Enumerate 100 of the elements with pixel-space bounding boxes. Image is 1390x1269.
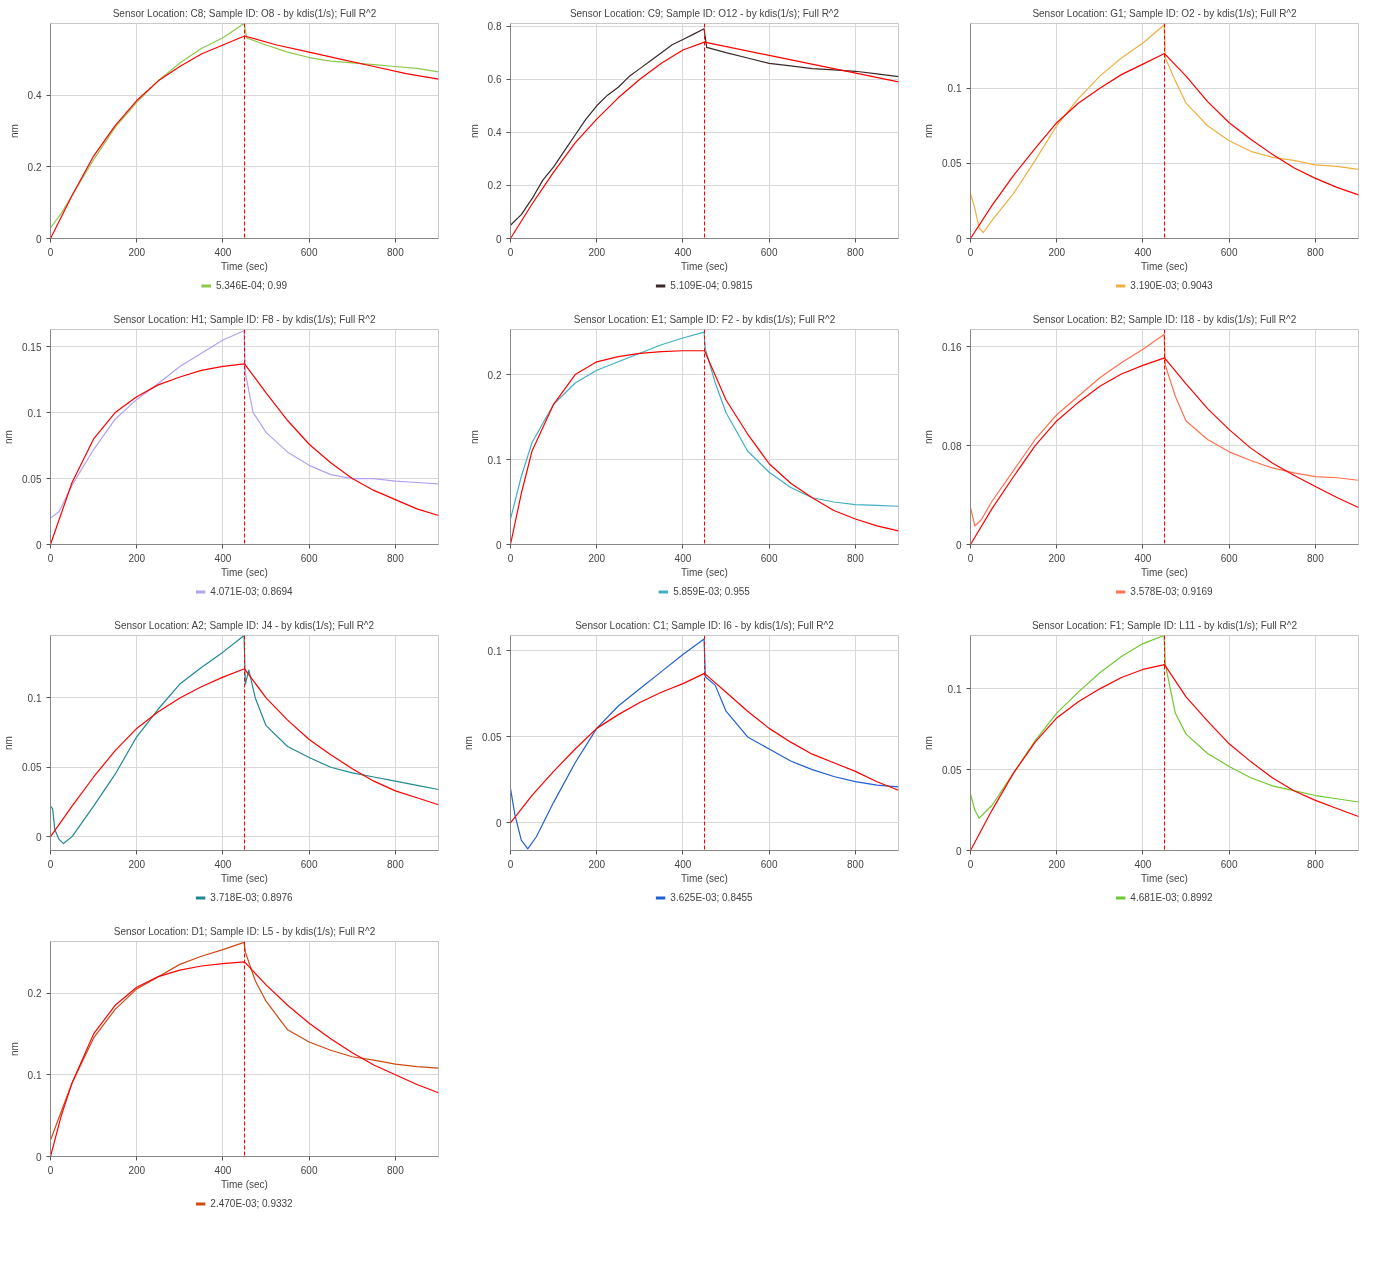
legend-label: 3.718E-03; 0.8976	[210, 891, 293, 903]
x-tick-label: 0	[507, 246, 514, 258]
x-tick-label: 800	[847, 858, 865, 870]
line-series	[970, 333, 1359, 527]
y-tick-label: 0	[955, 539, 962, 551]
y-tick-label: 0.1	[27, 407, 42, 419]
x-tick-label: 200	[128, 246, 146, 258]
y-axis-title: nm	[923, 736, 935, 750]
x-tick-label: 400	[1134, 552, 1152, 564]
chart-title: Sensor Location: A2; Sample ID: J4 - by kdis(1/s); Full R^2	[114, 619, 375, 631]
chart-title: Sensor Location: E1; Sample ID: F2 - by kdis(1/s); Full R^2	[573, 313, 836, 325]
y-axis-title: nm	[8, 124, 20, 138]
line-series	[970, 24, 1359, 234]
x-tick-label: 800	[387, 858, 405, 870]
x-tick-label: 600	[760, 246, 778, 258]
y-axis-title: nm	[3, 736, 15, 750]
legend-label: 5.346E-04; 0.99	[215, 279, 288, 291]
x-tick-label: 600	[1220, 246, 1238, 258]
line-series	[510, 638, 899, 850]
y-tick-label: 0.05	[22, 473, 42, 485]
x-tick-label: 800	[1307, 858, 1325, 870]
x-tick-label: 400	[1134, 246, 1152, 258]
y-tick-label: 0.1	[27, 692, 42, 704]
legend-label: 3.578E-03; 0.9169	[1130, 585, 1213, 597]
y-tick-label: 0	[955, 233, 962, 245]
y-axis-title: nm	[468, 124, 480, 138]
y-axis-title: nm	[8, 1042, 20, 1056]
x-tick-label: 400	[214, 552, 232, 564]
legend-label: 4.681E-03; 0.8992	[1130, 891, 1213, 903]
x-axis-title: Time (sec)	[221, 260, 268, 272]
x-tick-label: 400	[674, 246, 692, 258]
y-tick-label: 0	[35, 1151, 42, 1163]
y-tick-label: 0.2	[487, 369, 502, 381]
y-tick-label: 0	[495, 539, 502, 551]
legend-label: 4.071E-03; 0.8694	[210, 585, 293, 597]
x-tick-label: 800	[1307, 552, 1325, 564]
chart-title: Sensor Location: C9; Sample ID: O12 - by kdis(1/s); Full R^2	[569, 7, 840, 19]
x-tick-label: 600	[760, 552, 778, 564]
y-tick-label: 0	[955, 845, 962, 857]
x-tick-label: 800	[387, 246, 405, 258]
y-tick-label: 0.1	[487, 645, 502, 657]
x-tick-label: 0	[47, 246, 54, 258]
y-tick-label: 0.08	[942, 440, 962, 452]
legend-label: 5.109E-04; 0.9815	[670, 279, 753, 291]
chart-title: Sensor Location: G1; Sample ID: O2 - by kdis(1/s); Full R^2	[1032, 7, 1298, 19]
x-tick-label: 400	[214, 1164, 232, 1176]
y-tick-label: 0.8	[487, 21, 502, 33]
line-series	[50, 941, 439, 1141]
x-tick-label: 0	[47, 858, 54, 870]
x-tick-label: 400	[214, 246, 232, 258]
y-tick-label: 0.2	[27, 161, 42, 173]
y-tick-label: 0.15	[22, 341, 42, 353]
x-tick-label: 200	[588, 858, 606, 870]
y-axis-title: nm	[3, 430, 15, 444]
chart-title: Sensor Location: B2; Sample ID: I18 - by kdis(1/s); Full R^2	[1032, 313, 1297, 325]
chart-title: Sensor Location: H1; Sample ID: F8 - by kdis(1/s); Full R^2	[113, 313, 376, 325]
y-tick-label: 0.1	[947, 83, 962, 95]
chart-title: Sensor Location: D1; Sample ID: L5 - by kdis(1/s); Full R^2	[113, 925, 376, 937]
x-tick-label: 600	[300, 246, 318, 258]
y-tick-label: 0.6	[487, 74, 502, 86]
legend-label: 2.470E-03; 0.9332	[210, 1197, 293, 1209]
x-tick-label: 200	[1048, 246, 1066, 258]
line-series	[510, 331, 899, 520]
x-axis-title: Time (sec)	[681, 260, 728, 272]
line-series	[970, 635, 1359, 819]
x-tick-label: 400	[214, 858, 232, 870]
x-tick-label: 800	[387, 552, 405, 564]
x-tick-label: 600	[300, 1164, 318, 1176]
x-tick-label: 200	[128, 552, 146, 564]
x-tick-label: 200	[1048, 552, 1066, 564]
x-axis-title: Time (sec)	[221, 872, 268, 884]
x-axis-title: Time (sec)	[681, 872, 728, 884]
legend-label: 5.859E-03; 0.955	[673, 585, 750, 597]
x-tick-label: 0	[47, 552, 54, 564]
y-tick-label: 0.16	[942, 341, 962, 353]
legend-label: 3.190E-03; 0.9043	[1130, 279, 1213, 291]
x-tick-label: 0	[507, 552, 514, 564]
x-tick-label: 200	[588, 552, 606, 564]
y-tick-label: 0.2	[487, 180, 502, 192]
y-tick-label: 0.2	[27, 988, 42, 999]
x-tick-label: 800	[847, 246, 865, 258]
x-tick-label: 200	[128, 858, 146, 870]
y-tick-label: 0	[35, 831, 42, 843]
x-tick-label: 600	[300, 552, 318, 564]
y-tick-label: 0.4	[487, 127, 502, 139]
x-tick-label: 0	[967, 858, 974, 870]
x-tick-label: 800	[847, 552, 865, 564]
x-tick-label: 400	[1134, 858, 1152, 870]
y-axis-title: nm	[923, 430, 935, 444]
y-tick-label: 0	[495, 233, 502, 245]
x-axis-title: Time (sec)	[1141, 872, 1188, 884]
chart-title: Sensor Location: F1; Sample ID: L11 - by kdis(1/s); Full R^2	[1031, 619, 1298, 631]
y-tick-label: 0	[35, 233, 42, 245]
x-tick-label: 600	[1220, 552, 1238, 564]
y-tick-label: 0.1	[487, 454, 502, 466]
y-tick-label: 0	[35, 539, 42, 551]
x-axis-title: Time (sec)	[1141, 566, 1188, 578]
x-tick-label: 800	[387, 1164, 405, 1176]
y-axis-title: nm	[923, 124, 935, 138]
x-tick-label: 200	[128, 1164, 146, 1176]
